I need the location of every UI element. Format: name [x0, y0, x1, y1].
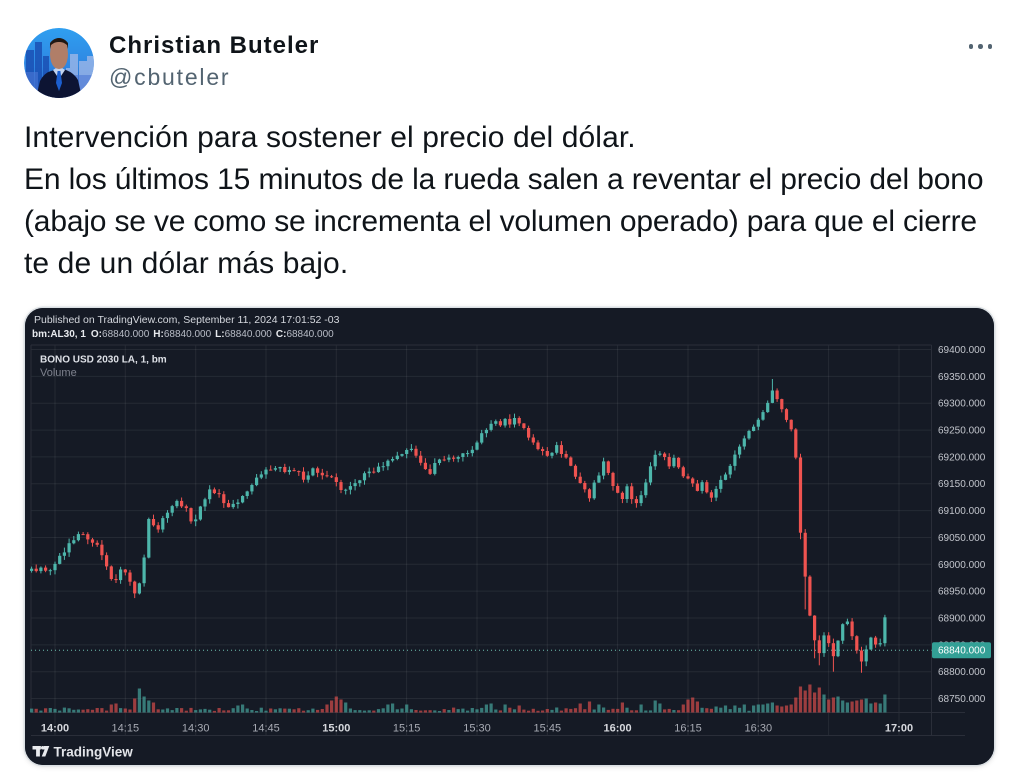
svg-text:69100.000: 69100.000 — [938, 506, 986, 517]
svg-text:TradingView: TradingView — [54, 744, 134, 759]
svg-text:69350.000: 69350.000 — [938, 371, 986, 382]
svg-text:69200.000: 69200.000 — [938, 452, 986, 463]
svg-text:Published on TradingView.com,: Published on TradingView.com, September … — [34, 314, 340, 326]
svg-text:68840.000: 68840.000 — [938, 645, 986, 656]
svg-text:15:15: 15:15 — [393, 722, 421, 734]
svg-text:69250.000: 69250.000 — [938, 425, 986, 436]
svg-text:16:00: 16:00 — [604, 722, 632, 734]
svg-text:14:15: 14:15 — [112, 722, 140, 734]
svg-text:14:00: 14:00 — [41, 722, 69, 734]
svg-text:68900.000: 68900.000 — [938, 613, 986, 624]
svg-text:68800.000: 68800.000 — [938, 667, 986, 678]
svg-text:BONO USD 2030 LA, 1, bm: BONO USD 2030 LA, 1, bm — [40, 354, 167, 365]
svg-text:69050.000: 69050.000 — [938, 533, 986, 544]
svg-text:14:30: 14:30 — [182, 722, 210, 734]
svg-text:15:30: 15:30 — [463, 722, 491, 734]
svg-text:16:15: 16:15 — [674, 722, 702, 734]
svg-text:15:00: 15:00 — [322, 722, 350, 734]
svg-text:69300.000: 69300.000 — [938, 398, 986, 409]
svg-text:14:45: 14:45 — [252, 722, 280, 734]
svg-text:Volume: Volume — [40, 367, 77, 379]
svg-text:68750.000: 68750.000 — [938, 694, 986, 705]
svg-text:69400.000: 69400.000 — [938, 345, 986, 356]
svg-text:17:00: 17:00 — [885, 722, 913, 734]
svg-text:68950.000: 68950.000 — [938, 586, 986, 597]
svg-text:69000.000: 69000.000 — [938, 559, 986, 570]
svg-text:69150.000: 69150.000 — [938, 479, 986, 490]
svg-text:16:30: 16:30 — [745, 722, 773, 734]
svg-text:15:45: 15:45 — [534, 722, 562, 734]
